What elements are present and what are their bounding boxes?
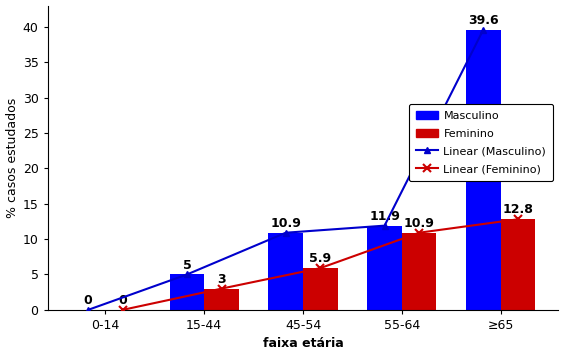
Y-axis label: % casos estudados: % casos estudados [6,98,19,218]
Bar [402,233,437,310]
Text: 11.9: 11.9 [369,210,400,223]
Bar [367,226,402,310]
Bar [501,219,535,310]
Text: 0: 0 [84,294,92,307]
Text: 5.9: 5.9 [309,252,332,265]
Text: 39.6: 39.6 [468,14,499,27]
X-axis label: faixa etária: faixa etária [263,337,343,350]
Bar [466,30,501,310]
Text: 0: 0 [118,294,127,307]
Bar [204,289,239,310]
Text: 3: 3 [217,273,226,286]
Text: 10.9: 10.9 [270,217,301,230]
Text: 12.8: 12.8 [503,203,534,216]
Bar [303,268,338,310]
Bar [170,274,204,310]
Legend: Masculino, Feminino, Linear (Masculino), Linear (Feminino): Masculino, Feminino, Linear (Masculino),… [409,104,553,181]
Text: 5: 5 [183,259,191,272]
Text: 10.9: 10.9 [404,217,435,230]
Bar [268,233,303,310]
